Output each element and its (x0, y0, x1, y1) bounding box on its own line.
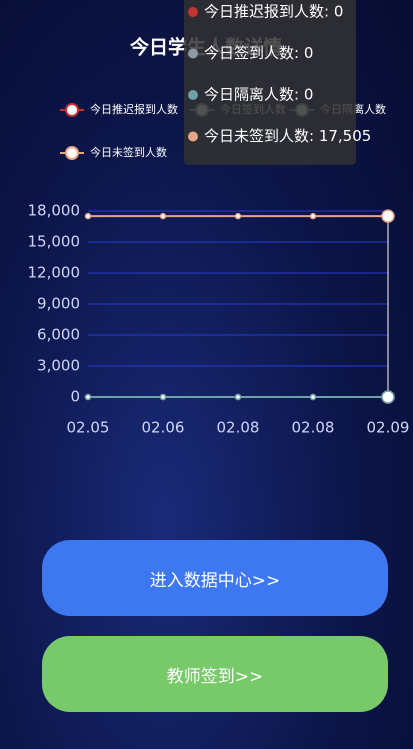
y-tick-label: 6,000 (37, 326, 80, 344)
legend-label: 今日推迟报到人数 (90, 102, 178, 116)
x-tick-label: 02.08 (292, 419, 335, 437)
point (234, 212, 242, 220)
y-tick-label: 12,000 (28, 264, 81, 282)
tooltip-row: 今日签到人数: 0 (204, 44, 313, 62)
x-tick-label: 02.05 (67, 419, 110, 437)
y-tick-label: 0 (70, 388, 80, 406)
point (84, 212, 92, 220)
y-tick-label: 9,000 (37, 295, 80, 313)
point (84, 393, 92, 401)
x-tick-label: 02.09 (367, 419, 410, 437)
legend-marker (65, 103, 79, 117)
tooltip-box (184, 0, 356, 165)
legend-marker (65, 146, 79, 160)
data-center-button[interactable]: 进入数据中心>> (42, 540, 388, 616)
y-tick-label: 3,000 (37, 357, 80, 375)
x-tick-label: 02.08 (217, 419, 260, 437)
y-tick-label: 15,000 (28, 233, 81, 251)
point (159, 212, 167, 220)
point (159, 393, 167, 401)
tooltip-dot (188, 48, 198, 59)
legend-label: 今日未签到人数 (90, 145, 167, 159)
point (309, 393, 317, 401)
x-tick-label: 02.06 (142, 419, 185, 437)
tooltip-dot (188, 7, 198, 17)
tooltip-dot (188, 90, 198, 100)
chart: 今日学生人数详情 03,0006,0009,00012,00015,00018,… (28, 0, 410, 437)
tooltip-row: 今日推迟报到人数: 0 (204, 3, 343, 21)
tooltip-row: 今日隔离人数: 0 (204, 86, 313, 104)
point (234, 393, 242, 401)
point (309, 212, 317, 220)
point (381, 209, 395, 223)
point (381, 390, 395, 404)
y-tick-label: 18,000 (28, 202, 81, 220)
tooltip-dot (188, 131, 198, 142)
tooltip-row: 今日未签到人数: 17,505 (204, 127, 371, 145)
teacher-checkin-button[interactable]: 教师签到>> (42, 636, 388, 712)
